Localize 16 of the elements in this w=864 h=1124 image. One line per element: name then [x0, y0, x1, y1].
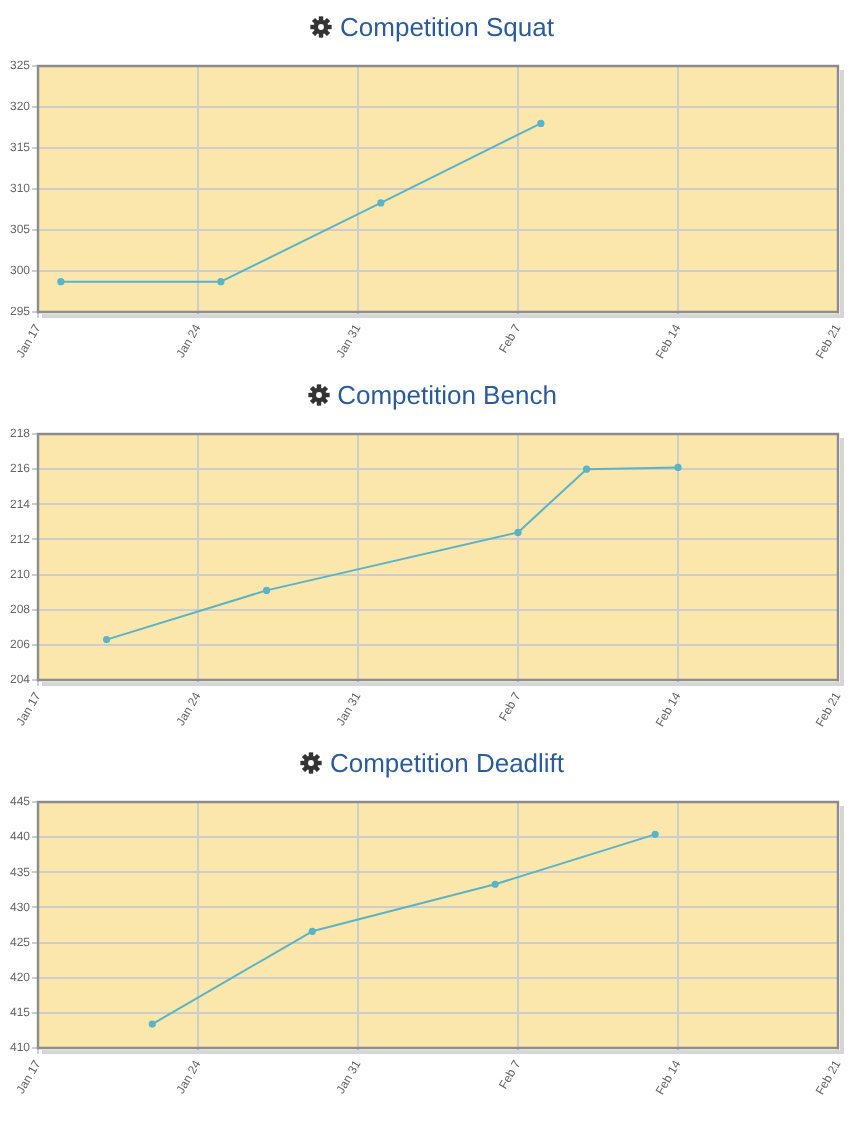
point [537, 119, 545, 127]
chart-title: Competition Bench [337, 380, 557, 410]
point [57, 278, 65, 286]
point [308, 927, 316, 935]
point [102, 635, 111, 644]
chart-title: Competition Deadlift [329, 748, 565, 778]
point [491, 880, 499, 888]
point [674, 463, 682, 471]
point [217, 278, 225, 286]
point [514, 528, 522, 536]
point [651, 830, 659, 838]
point [148, 1020, 156, 1028]
point [262, 586, 271, 594]
point [582, 465, 591, 473]
point [377, 199, 385, 207]
chart-title: Competition Squat [340, 12, 554, 42]
